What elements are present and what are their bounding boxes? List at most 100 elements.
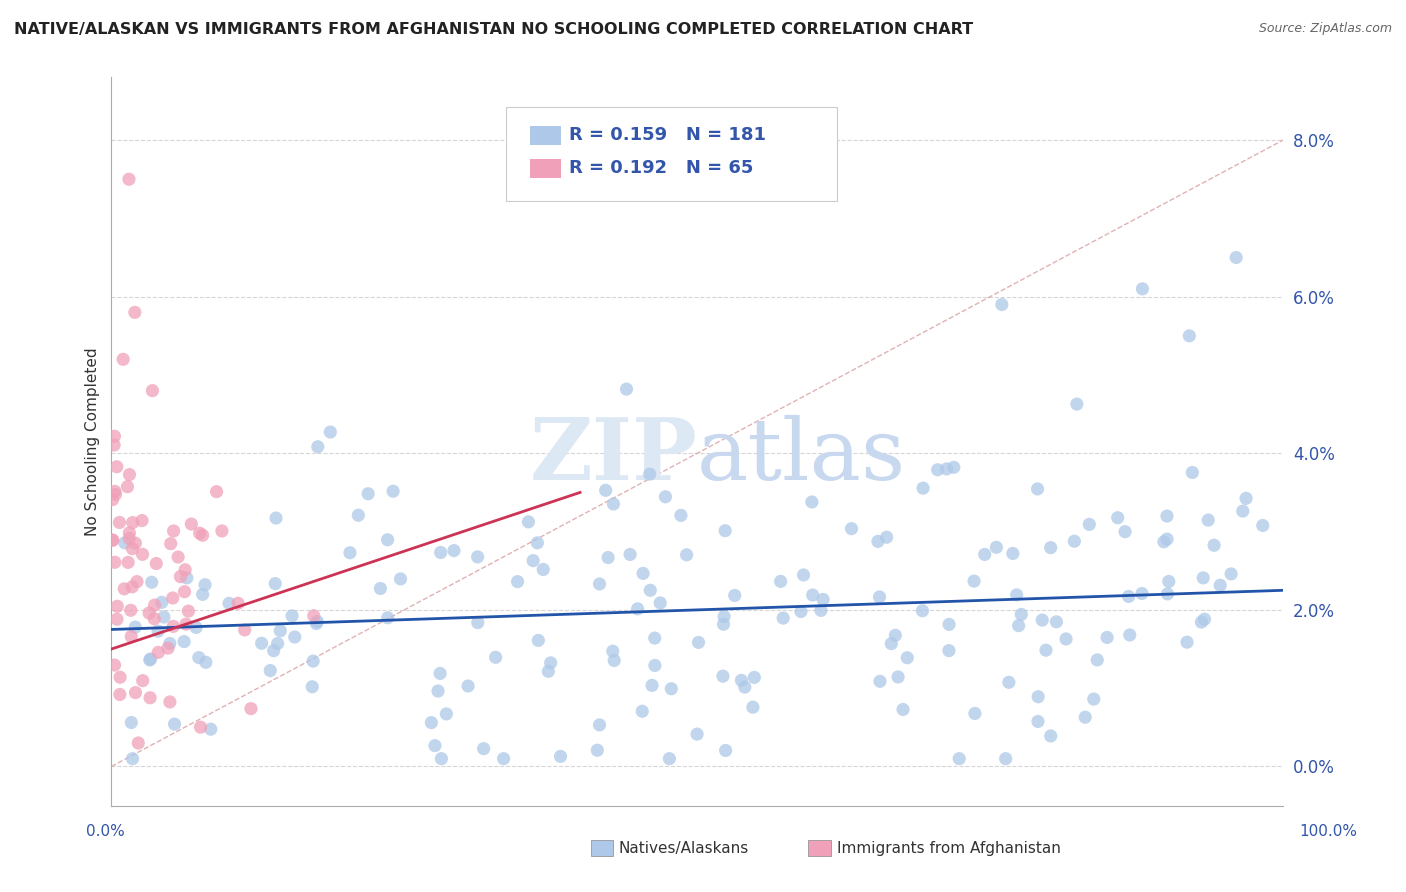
Point [148,645,170,659]
Point [162,619,184,633]
Point [1078,517,1101,532]
Point [177,604,200,618]
Point [108,516,131,530]
Point [1083,692,1105,706]
Point [713,617,735,632]
Point [810,603,832,617]
Point [884,628,907,642]
Point [176,571,198,585]
Point [650,596,672,610]
Point [139,690,162,705]
Point [218,596,240,610]
Point [1153,534,1175,549]
Point [527,633,550,648]
Point [1192,571,1215,585]
Point [423,739,446,753]
Point [169,569,191,583]
Point [138,606,160,620]
Point [188,526,211,541]
Point [1119,628,1142,642]
Point [347,508,370,523]
Point [659,681,682,696]
Point [1026,714,1049,729]
Point [769,574,792,589]
Point [942,460,965,475]
Point [427,684,450,698]
Point [986,541,1008,555]
Point [114,536,136,550]
Point [117,480,139,494]
Point [1066,397,1088,411]
Point [1225,251,1247,265]
Point [174,617,197,632]
Point [118,172,141,186]
Text: ZIP: ZIP [530,414,697,498]
Point [191,528,214,542]
Point [159,636,181,650]
Point [457,679,479,693]
Text: Source: ZipAtlas.com: Source: ZipAtlas.com [1258,22,1392,36]
Point [1209,578,1232,592]
Point [194,655,217,669]
Point [1026,482,1049,496]
Point [263,643,285,657]
Point [141,384,163,398]
Point [891,702,914,716]
Point [150,595,173,609]
Point [163,717,186,731]
Point [688,635,710,649]
Point [1189,615,1212,629]
Point [103,438,125,452]
Point [127,736,149,750]
Point [101,533,124,548]
Point [121,752,143,766]
Point [627,602,650,616]
Point [191,587,214,601]
Point [1197,513,1219,527]
Point [121,516,143,530]
Point [938,617,960,632]
Point [595,483,617,498]
Point [377,611,399,625]
Point [105,612,128,626]
Point [537,665,560,679]
Point [174,563,197,577]
Point [443,543,465,558]
Point [420,715,443,730]
Point [1232,504,1254,518]
Point [117,555,139,569]
Point [994,752,1017,766]
Point [118,532,141,546]
Point [492,752,515,766]
Point [1202,538,1225,552]
Point [472,741,495,756]
Point [734,680,756,694]
Point [588,577,610,591]
Point [1001,546,1024,560]
Point [104,555,127,569]
Point [121,541,143,556]
Point [1220,566,1243,581]
Text: R = 0.192   N = 65: R = 0.192 N = 65 [569,159,754,177]
Point [506,574,529,589]
Point [205,484,228,499]
Point [103,658,125,673]
Point [1031,613,1053,627]
Point [963,574,986,588]
Point [120,715,142,730]
Point [1007,618,1029,632]
Point [187,650,209,665]
Point [319,425,342,439]
Point [603,653,626,667]
Point [724,589,747,603]
Point [1035,643,1057,657]
Point [307,615,329,629]
Point [602,644,624,658]
Point [281,608,304,623]
Point [139,652,162,666]
Point [1175,635,1198,649]
Point [132,673,155,688]
Point [1045,615,1067,629]
Point [269,624,291,638]
Point [586,743,609,757]
